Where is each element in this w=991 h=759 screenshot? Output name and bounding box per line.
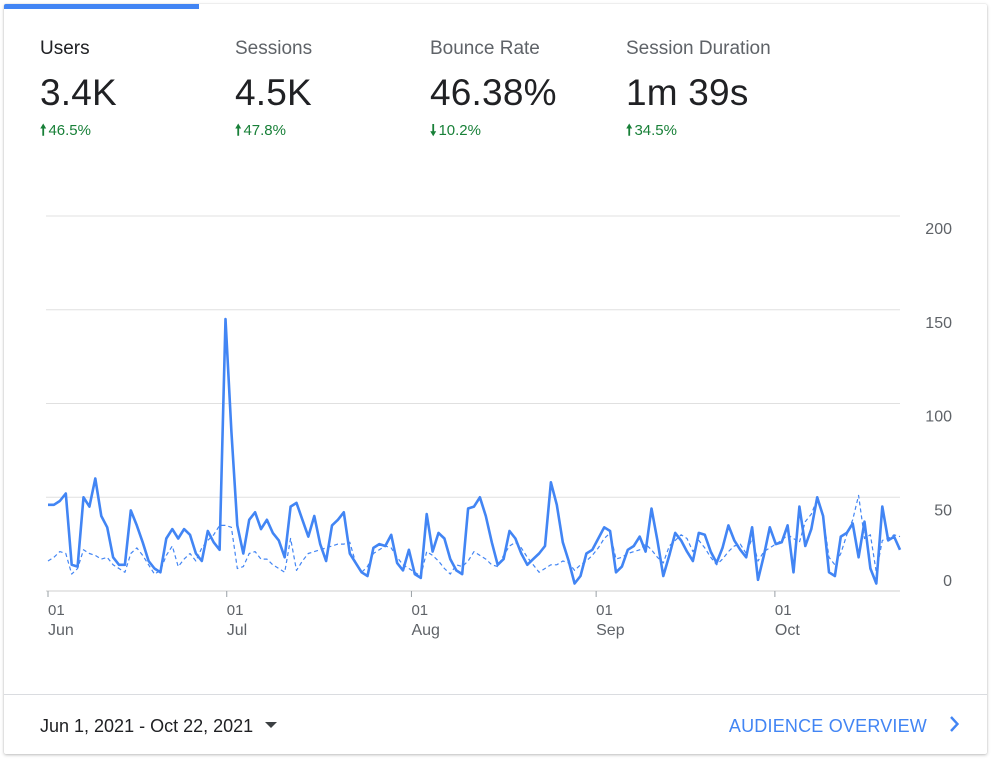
x-tick-day: 01 <box>775 602 792 619</box>
card-footer: Jun 1, 2021 - Oct 22, 2021 AUDIENCE OVER… <box>4 694 987 754</box>
metric-tab-users[interactable]: Users 3.4K 🠕 46.5% <box>40 38 117 145</box>
date-range-label: Jun 1, 2021 - Oct 22, 2021 <box>40 716 254 736</box>
x-tick-month: Sep <box>596 622 625 639</box>
metric-change: 🠗 10.2% <box>430 120 557 145</box>
metric-change: 🠕 47.8% <box>235 120 312 145</box>
y-tick-label: 150 <box>925 315 952 332</box>
metric-label: Bounce Rate <box>430 38 540 59</box>
metric-change-value: 10.2% <box>438 122 481 139</box>
metric-tab-sessions[interactable]: Sessions 4.5K 🠕 47.8% <box>235 38 312 145</box>
metric-tab-bounce-rate[interactable]: Bounce Rate 46.38% 🠗 10.2% <box>430 38 557 145</box>
x-tick-month: Aug <box>411 622 439 639</box>
metric-label: Session Duration <box>626 38 771 59</box>
metric-tab-session-duration[interactable]: Session Duration 1m 39s 🠕 34.5% <box>626 38 771 145</box>
arrow-up-icon: 🠕 <box>40 122 47 139</box>
active-tab-indicator <box>4 4 199 9</box>
metric-change: 🠕 34.5% <box>626 120 771 145</box>
x-tick-month: Oct <box>775 622 800 639</box>
metric-label: Sessions <box>235 38 313 59</box>
metric-value: 4.5K <box>235 72 312 113</box>
metric-change-value: 34.5% <box>634 122 677 139</box>
series-line-solid <box>48 317 902 585</box>
x-tick-month: Jul <box>227 622 247 639</box>
x-tick-day: 01 <box>48 602 65 619</box>
x-tick-day: 01 <box>596 602 613 619</box>
audience-overview-link[interactable]: AUDIENCE OVERVIEW <box>728 716 960 737</box>
audience-overview-card: Users 3.4K 🠕 46.5% Sessions 4.5K 🠕 47.8% B… <box>4 4 987 754</box>
metric-change-value: 46.5% <box>48 122 91 139</box>
metric-label: Users <box>40 38 90 59</box>
x-tick-day: 01 <box>227 602 244 619</box>
metric-value: 1m 39s <box>626 72 749 113</box>
series-line-dashed <box>47 494 901 577</box>
y-tick-label: 50 <box>934 502 952 519</box>
metric-change: 🠕 46.5% <box>40 120 117 145</box>
metric-value: 3.4K <box>40 72 117 113</box>
y-tick-label: 100 <box>925 409 952 426</box>
arrow-up-icon: 🠕 <box>235 122 242 139</box>
y-tick-label: 0 <box>943 573 952 590</box>
y-tick-label: 200 <box>925 221 952 238</box>
arrow-up-icon: 🠕 <box>626 122 633 139</box>
x-tick-month: Jun <box>48 622 74 639</box>
chevron-right-icon <box>949 716 960 737</box>
metric-change-value: 47.8% <box>243 122 286 139</box>
audience-overview-label: AUDIENCE OVERVIEW <box>728 716 927 736</box>
metric-value: 46.38% <box>430 72 557 113</box>
x-tick-day: 01 <box>411 602 428 619</box>
caret-down-icon <box>265 722 278 729</box>
users-line-chart: 0 50 100 150 200 01 Jun 01 Jul 01 Aug 01 Sep 01 Oct <box>46 215 952 639</box>
arrow-down-icon: 🠗 <box>430 122 437 139</box>
date-range-selector[interactable]: Jun 1, 2021 - Oct 22, 2021 <box>40 716 278 737</box>
